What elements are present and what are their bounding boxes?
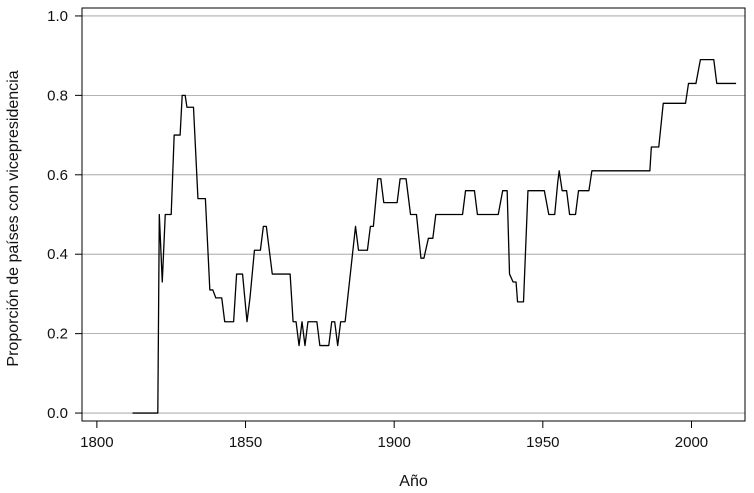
x-axis: 1800 1850 1900 1950 2000 xyxy=(80,421,708,451)
y-axis-title: Proporción de países con vicepresidencia xyxy=(5,70,22,366)
x-tick-label: 1900 xyxy=(377,434,410,451)
plot-area-frame xyxy=(81,7,746,422)
x-tick-label: 1800 xyxy=(80,434,113,451)
x-tick-label: 1850 xyxy=(229,434,262,451)
y-tick-label: 0.4 xyxy=(47,246,68,263)
x-tick-label: 1950 xyxy=(526,434,559,451)
x-tick-label: 2000 xyxy=(675,434,708,451)
y-tick-label: 0.6 xyxy=(47,167,68,184)
grid-lines xyxy=(82,15,745,414)
y-axis: 0.0 0.2 0.4 0.6 0.8 1.0 xyxy=(47,8,82,422)
y-tick-label: 0.2 xyxy=(47,326,68,343)
y-tick-label: 0.0 xyxy=(47,405,68,422)
y-tick-label: 0.8 xyxy=(47,87,68,104)
y-tick-label: 1.0 xyxy=(47,8,68,25)
series-line xyxy=(132,58,737,414)
x-axis-title: Año xyxy=(399,473,428,490)
